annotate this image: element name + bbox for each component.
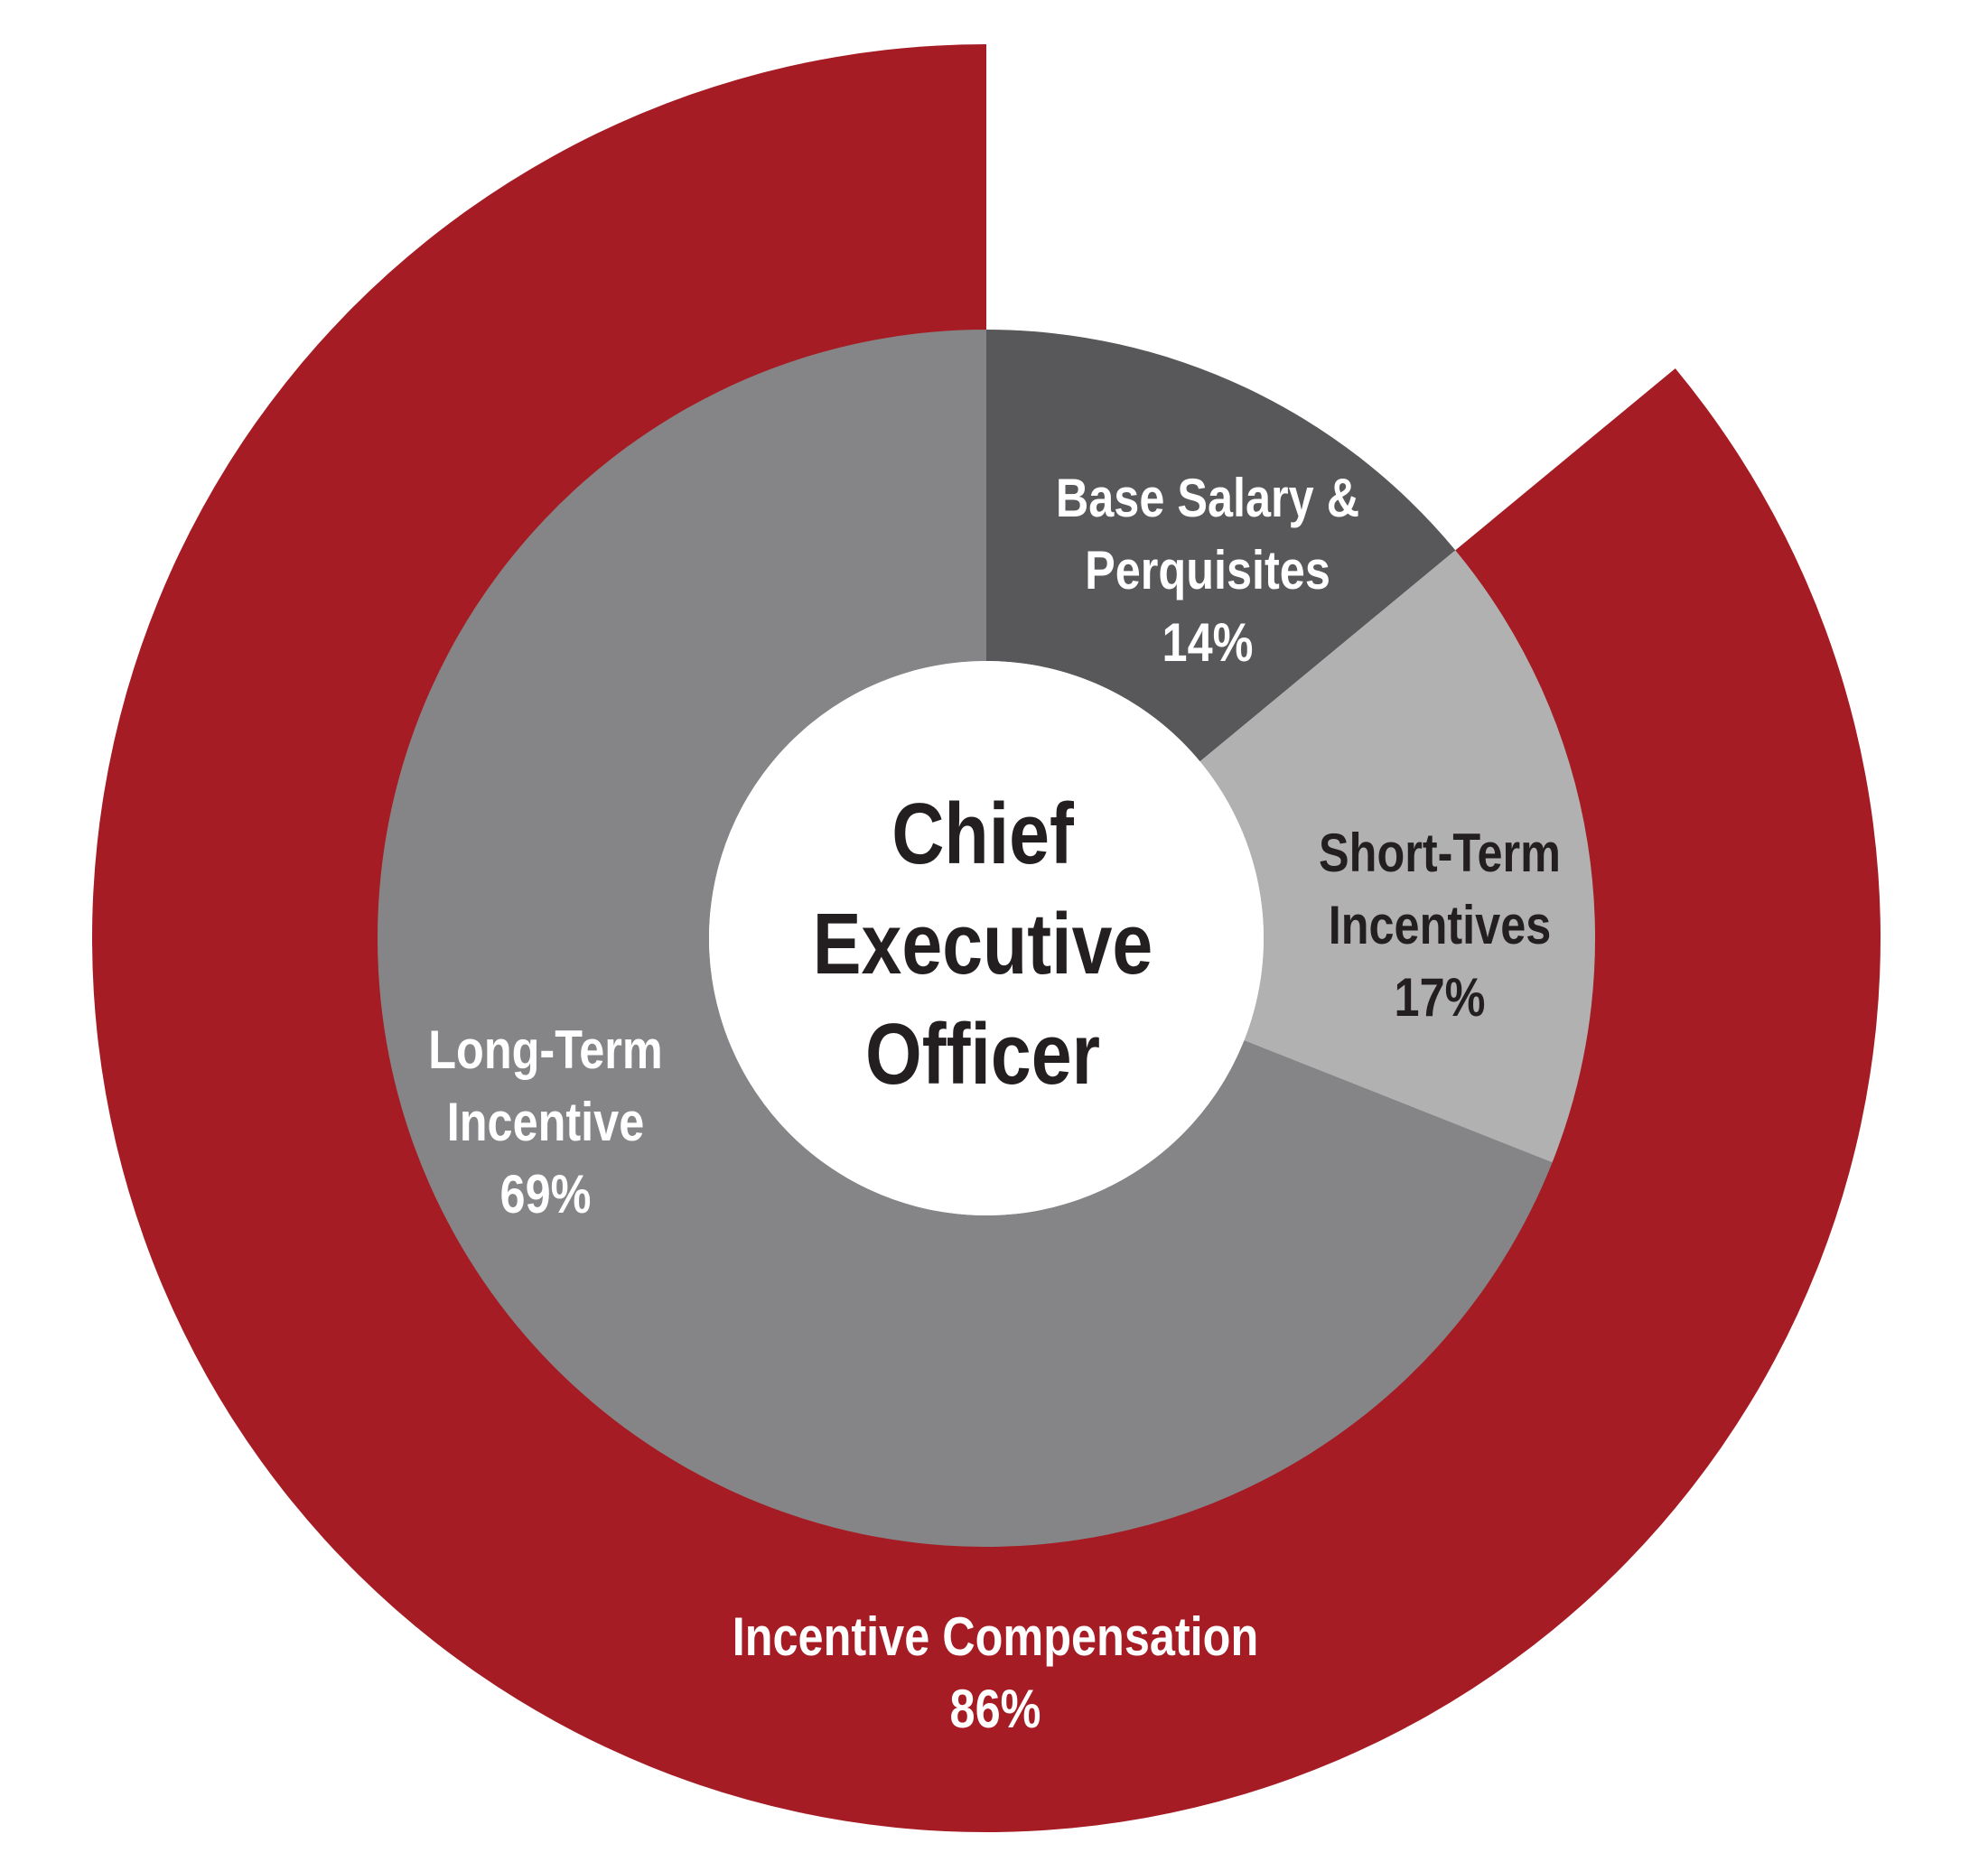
segment [986, 330, 1456, 762]
center-hole [709, 661, 1264, 1215]
center-label: Chief Executive Officer [812, 786, 1153, 1103]
outer-label: Incentive Compensation 86% [654, 1601, 1337, 1745]
category-label: Base Salary & Perquisites [1055, 468, 1360, 600]
value-label: 69% [499, 1164, 592, 1224]
value-label: 14% [1162, 612, 1254, 673]
outer-segment [91, 44, 1881, 1832]
category-label: Incentive Compensation [732, 1606, 1259, 1667]
value-label: 86% [949, 1679, 1041, 1739]
segment [1199, 550, 1595, 1163]
segment [378, 330, 1553, 1547]
segment-label: Short-Term Incentives 17% [1295, 817, 1583, 1034]
value-label: 17% [1394, 967, 1486, 1028]
category-label: Long-Term Incentive [428, 1019, 663, 1152]
segment-label: Long-Term Incentive 69% [401, 1014, 689, 1231]
category-label: Short-Term Incentives [1319, 823, 1561, 955]
segment-label: Base Salary & Perquisites 14% [1049, 462, 1367, 679]
